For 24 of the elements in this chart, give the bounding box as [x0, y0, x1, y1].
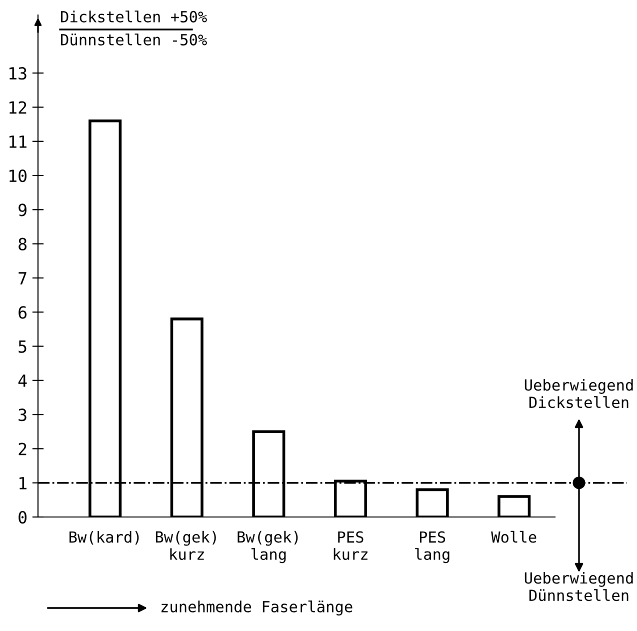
y-tick-label: 7 [18, 272, 26, 284]
y-tick-label: 5 [18, 340, 26, 353]
y-tick-label: 12 [10, 101, 26, 114]
x-tick-label: PES kurz [334, 531, 368, 560]
text: Ueberwiegend Dünnstellen [524, 572, 633, 602]
x-tick-label: PES lang [415, 531, 450, 564]
y-tick-label: 13 [10, 67, 26, 80]
x-tick-label: Wolle [491, 530, 536, 543]
x-tick-label: Bw(kard) [70, 530, 139, 545]
y-tick-label: 0 [18, 511, 27, 524]
text: zunehmende Faserlänge [162, 600, 352, 616]
annotation: Ueberwiegend Dickstellen [524, 378, 633, 408]
y-tick-label: 11 [10, 136, 26, 148]
y-tick-label: 6 [18, 306, 27, 319]
y-tick-label: 8 [18, 238, 27, 250]
y-tick-label: 10 [10, 170, 27, 182]
y-tick-label: 9 [18, 204, 26, 216]
y-axis-title: Dickstellen +50% Dünnstellen -50% [61, 10, 207, 46]
y-tick-label: 1 [20, 477, 26, 490]
y-tick-label: 3 [18, 408, 26, 422]
x-tick-label: Bw(gek) kurz [156, 530, 216, 560]
y-tick-label: 4 [18, 374, 27, 387]
y-tick-label: 2 [18, 442, 26, 456]
x-tick-label: Bw(gek) lang [238, 530, 298, 564]
